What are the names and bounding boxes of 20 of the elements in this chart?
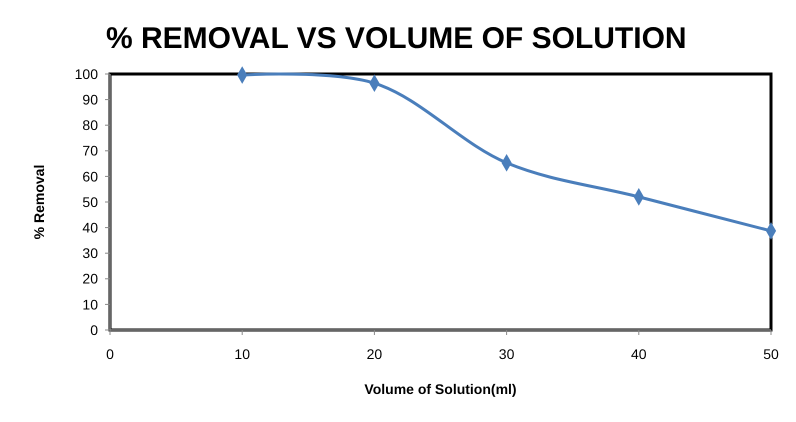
x-axis-title: Volume of Solution(ml) <box>364 381 517 397</box>
x-tick-label: 0 <box>106 346 114 362</box>
y-tick-label: 60 <box>82 168 98 184</box>
y-axis-title: % Removal <box>31 164 47 240</box>
y-tick-label: 40 <box>82 220 98 236</box>
x-tick-label: 50 <box>763 346 779 362</box>
x-tick-label: 30 <box>498 346 515 362</box>
y-tick-label: 100 <box>74 66 98 82</box>
x-tick-label: 40 <box>631 346 647 362</box>
y-tick-label: 80 <box>82 117 98 134</box>
y-tick-label: 10 <box>82 296 98 312</box>
y-tick-label: 0 <box>90 322 98 338</box>
y-tick-label: 90 <box>82 92 98 108</box>
y-tick-label: 20 <box>82 270 98 287</box>
y-tick-label: 30 <box>82 245 98 262</box>
y-tick-label: 50 <box>82 194 98 210</box>
chart-title: % REMOVAL VS VOLUME OF SOLUTION <box>106 22 687 55</box>
y-tick-label: 70 <box>82 142 98 159</box>
x-tick-label: 20 <box>366 346 382 362</box>
x-tick-label: 10 <box>234 346 250 362</box>
